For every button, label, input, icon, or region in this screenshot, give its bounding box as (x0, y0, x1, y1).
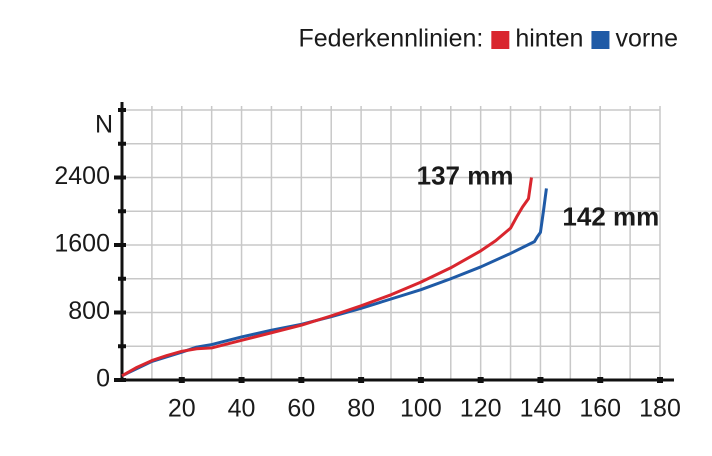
annotation: 137 mm (417, 160, 514, 190)
x-tick-label: 40 (228, 395, 256, 423)
legend-swatch (591, 31, 610, 49)
x-tick (597, 377, 604, 383)
y-tick-label: 0 (96, 365, 110, 393)
legend-swatch (491, 31, 510, 49)
x-tick (477, 377, 484, 383)
x-tick-label: 160 (579, 395, 621, 423)
y-tick-label: 2400 (54, 162, 110, 190)
x-tick (657, 377, 663, 383)
x-tick-label: 100 (400, 395, 442, 423)
legend-label: hinten (515, 25, 583, 53)
y-tick-label: 1600 (54, 230, 110, 258)
x-tick-label: 120 (460, 395, 502, 423)
x-tick-label: 60 (287, 395, 315, 423)
legend-title: Federkennlinien: (298, 25, 483, 53)
x-tick (238, 377, 245, 383)
x-tick-label: 20 (168, 395, 196, 423)
x-tick (298, 377, 305, 383)
series-line (121, 177, 533, 378)
x-tick (358, 377, 365, 383)
y-axis-label: N (95, 111, 113, 139)
x-tick-label: 80 (347, 395, 375, 423)
annotation: 142 mm (562, 201, 659, 231)
x-tick (537, 377, 544, 383)
x-tick (178, 377, 185, 383)
series-line (121, 188, 548, 378)
x-tick-label: 140 (520, 395, 562, 423)
y-tick-label: 800 (68, 297, 110, 325)
x-tick (417, 377, 424, 383)
legend-label: vorne (615, 25, 678, 53)
x-tick-label: 180 (639, 395, 681, 423)
